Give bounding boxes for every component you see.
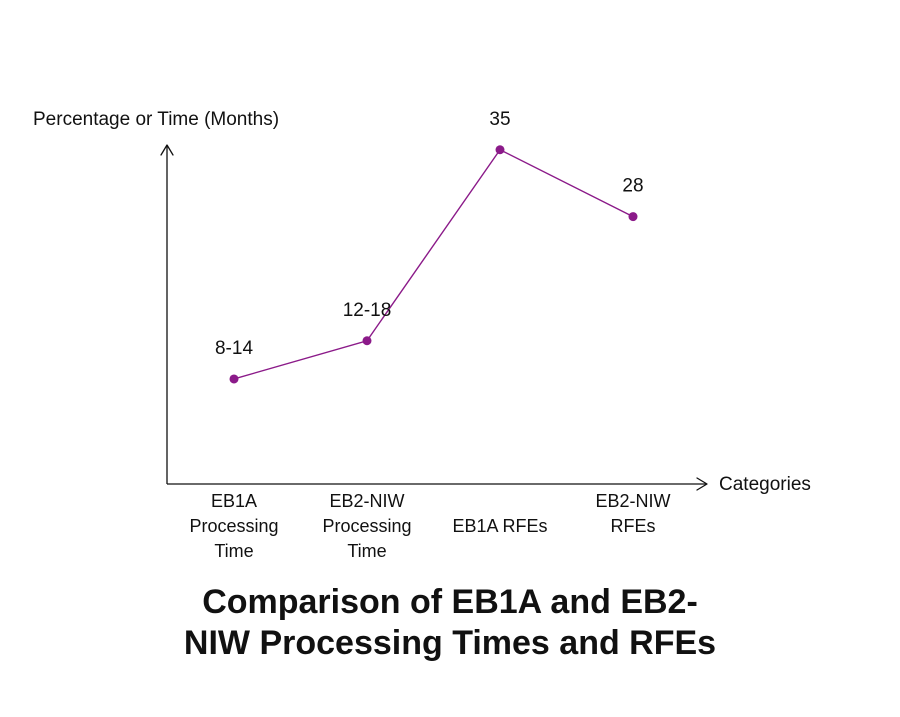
- x-tick-label: EB2-NIW Processing Time: [322, 491, 411, 561]
- chart-title-line-2: NIW Processing Times and RFEs: [183, 624, 717, 662]
- x-tick-label-line: Processing: [189, 516, 278, 536]
- x-tick-label-line: Time: [214, 541, 253, 561]
- x-axis-title: Categories: [719, 474, 811, 495]
- chart-title-line-1: Comparison of EB1A and EB2-: [202, 583, 698, 621]
- y-axis-arrowhead: [160, 144, 174, 156]
- series-line: [233, 148, 634, 380]
- data-point: [229, 374, 239, 384]
- x-axis-arrowhead: [696, 477, 708, 491]
- x-tick-label-line: RFEs: [611, 516, 656, 536]
- data-point: [495, 145, 505, 155]
- x-tick-label-line: Time: [347, 541, 386, 561]
- x-tick-label-line: EB2-NIW: [329, 491, 404, 511]
- chart-title: Comparison of EB1A and EB2- NIW Processi…: [0, 582, 900, 664]
- x-tick-label-line: EB2-NIW: [595, 491, 670, 511]
- y-axis-title: Percentage or Time (Months): [33, 109, 279, 130]
- data-label: 35: [489, 109, 510, 130]
- chart-marks: 8-14 12-18 35 28 EB1A Processing Time EB2-NIW Pr…: [189, 109, 670, 561]
- data-point: [362, 336, 372, 346]
- data-label: 28: [622, 176, 643, 197]
- x-tick-label-line: EB1A: [211, 491, 257, 511]
- data-point: [628, 212, 638, 222]
- data-label: 12-18: [343, 300, 392, 321]
- x-tick-label-line: Processing: [322, 516, 411, 536]
- x-tick-label-line: EB1A RFEs: [452, 516, 547, 536]
- x-tick-label: EB2-NIW RFEs: [595, 491, 670, 536]
- data-label: 8-14: [215, 338, 253, 359]
- x-tick-label: EB1A Processing Time: [189, 491, 278, 561]
- x-tick-label: EB1A RFEs: [452, 516, 547, 536]
